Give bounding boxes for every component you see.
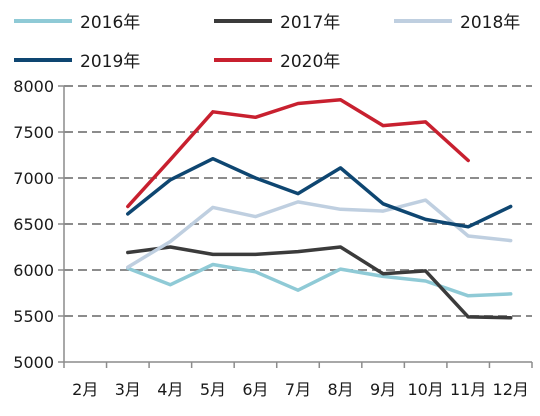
x-tick-label-12月: 12月	[493, 380, 529, 399]
series-line-2019年	[126, 156, 513, 229]
series-line-2016年	[126, 262, 513, 298]
x-tick-label-10月: 10月	[407, 380, 443, 399]
legend-label-2020年: 2020年	[280, 52, 340, 72]
legend-label-2017年: 2017年	[280, 13, 340, 33]
x-tick-label-6月: 6月	[242, 380, 268, 399]
series-line-2020年	[126, 98, 470, 209]
y-tick-label-8000: 8000	[13, 77, 54, 96]
legend-label-2019年: 2019年	[80, 52, 140, 72]
y-tick-label-5500: 5500	[13, 307, 54, 326]
y-tick-label-7500: 7500	[13, 123, 54, 142]
x-tick-label-11月: 11月	[450, 380, 486, 399]
y-tick-label-7000: 7000	[13, 169, 54, 188]
legend: 2016年 2017年 2018年 2019年 2020年	[14, 13, 520, 72]
x-tick-label-7月: 7月	[285, 380, 311, 399]
y-tick-label-6000: 6000	[13, 261, 54, 280]
x-tick-label-5月: 5月	[200, 380, 226, 399]
legend-label-2018年: 2018年	[460, 13, 520, 33]
x-tick-label-8月: 8月	[327, 380, 353, 399]
series-lines	[126, 98, 513, 320]
y-tick-label-5000: 5000	[13, 353, 54, 372]
series-line-2017年	[126, 245, 513, 320]
legend-label-2016年: 2016年	[80, 13, 140, 33]
x-tick-label-4月: 4月	[157, 380, 183, 399]
x-tick-label-9月: 9月	[370, 380, 396, 399]
x-tick-label-2月: 2月	[72, 380, 98, 399]
series-line-2018年	[126, 198, 513, 269]
x-tick-label-3月: 3月	[115, 380, 141, 399]
y-tick-label-6500: 6500	[13, 215, 54, 234]
x-axis-ticks: 2月 3月 4月 5月 6月 7月 8月 9月 10月 11月 12月	[63, 362, 533, 399]
grid-lines	[64, 85, 532, 317]
y-axis-ticks: 5000 5500 6000 6500 7000 7500 8000	[13, 77, 64, 372]
